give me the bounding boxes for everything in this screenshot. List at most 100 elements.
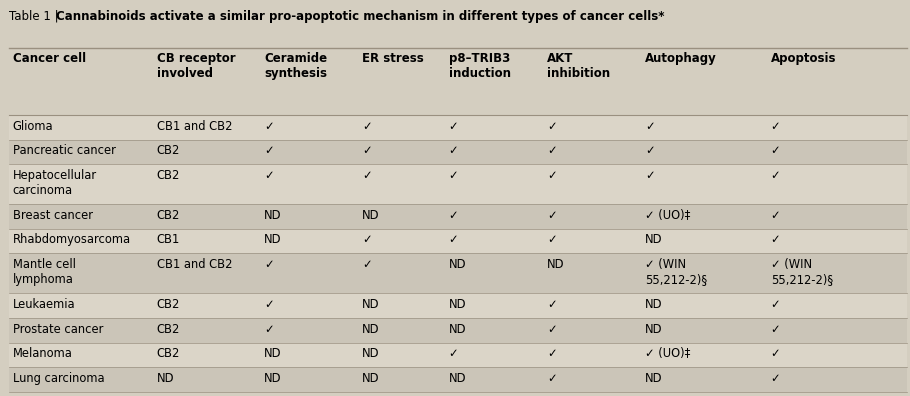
Text: Rhabdomyosarcoma: Rhabdomyosarcoma: [13, 233, 131, 246]
Text: ✓: ✓: [547, 298, 557, 311]
Text: ✓: ✓: [771, 298, 781, 311]
Text: ND: ND: [449, 298, 466, 311]
Text: ✓: ✓: [771, 144, 781, 157]
Text: ND: ND: [264, 372, 281, 385]
Text: ✓: ✓: [771, 233, 781, 246]
Text: ✓: ✓: [771, 169, 781, 182]
Text: Glioma: Glioma: [13, 120, 54, 133]
Text: ND: ND: [264, 347, 281, 360]
Text: Autophagy: Autophagy: [645, 52, 717, 65]
Text: ND: ND: [362, 298, 379, 311]
Text: ND: ND: [645, 298, 662, 311]
Text: ✓: ✓: [362, 258, 372, 271]
Text: Cannabinoids activate a similar pro-apoptotic mechanism in different types of ca: Cannabinoids activate a similar pro-apop…: [56, 10, 665, 23]
Text: ✓: ✓: [449, 120, 459, 133]
Text: ✓ (UO)‡: ✓ (UO)‡: [645, 347, 691, 360]
Text: ✓: ✓: [547, 233, 557, 246]
Text: ND: ND: [362, 209, 379, 222]
Text: ✓: ✓: [771, 372, 781, 385]
Text: CB2: CB2: [157, 144, 180, 157]
Text: ND: ND: [264, 209, 281, 222]
Text: Ceramide
synthesis: Ceramide synthesis: [264, 52, 327, 80]
Text: ND: ND: [362, 347, 379, 360]
Text: CB1: CB1: [157, 233, 180, 246]
Text: ✓: ✓: [449, 233, 459, 246]
Text: ✓: ✓: [547, 322, 557, 335]
Text: ND: ND: [645, 372, 662, 385]
Text: Melanoma: Melanoma: [13, 347, 73, 360]
Text: ✓: ✓: [449, 209, 459, 222]
Text: ND: ND: [449, 322, 466, 335]
FancyBboxPatch shape: [9, 115, 907, 140]
Text: ✓: ✓: [449, 347, 459, 360]
Text: ✓: ✓: [362, 233, 372, 246]
Text: Apoptosis: Apoptosis: [771, 52, 836, 65]
Text: ND: ND: [362, 322, 379, 335]
FancyBboxPatch shape: [9, 343, 907, 367]
Text: ND: ND: [645, 233, 662, 246]
Text: ✓: ✓: [264, 144, 274, 157]
Text: CB2: CB2: [157, 322, 180, 335]
Text: CB2: CB2: [157, 347, 180, 360]
FancyBboxPatch shape: [9, 367, 907, 392]
FancyBboxPatch shape: [9, 293, 907, 318]
Text: ✓: ✓: [771, 209, 781, 222]
Text: p8–TRIB3
induction: p8–TRIB3 induction: [449, 52, 511, 80]
Text: ✓: ✓: [547, 120, 557, 133]
Text: ✓: ✓: [362, 120, 372, 133]
FancyBboxPatch shape: [9, 228, 907, 253]
Text: CB2: CB2: [157, 298, 180, 311]
Text: ✓: ✓: [449, 144, 459, 157]
Text: Prostate cancer: Prostate cancer: [13, 322, 103, 335]
Text: ✓: ✓: [264, 258, 274, 271]
Text: ✓ (WIN
55,212-2)§: ✓ (WIN 55,212-2)§: [771, 258, 833, 286]
Text: Lung carcinoma: Lung carcinoma: [13, 372, 105, 385]
Text: Leukaemia: Leukaemia: [13, 298, 76, 311]
Text: Table 1 |: Table 1 |: [9, 10, 63, 23]
Text: CB1 and CB2: CB1 and CB2: [157, 258, 232, 271]
Text: Breast cancer: Breast cancer: [13, 209, 93, 222]
Text: ND: ND: [449, 258, 466, 271]
FancyBboxPatch shape: [9, 318, 907, 343]
Text: ✓: ✓: [547, 347, 557, 360]
FancyBboxPatch shape: [9, 204, 907, 228]
Text: ✓: ✓: [264, 298, 274, 311]
Text: ✓: ✓: [771, 347, 781, 360]
Text: CB1 and CB2: CB1 and CB2: [157, 120, 232, 133]
Text: ✓: ✓: [362, 169, 372, 182]
Text: ✓: ✓: [264, 169, 274, 182]
Text: AKT
inhibition: AKT inhibition: [547, 52, 610, 80]
Text: ✓: ✓: [645, 144, 655, 157]
Text: ✓: ✓: [645, 120, 655, 133]
Text: ND: ND: [449, 372, 466, 385]
Text: ✓: ✓: [547, 372, 557, 385]
Text: ND: ND: [362, 372, 379, 385]
Text: ✓: ✓: [645, 169, 655, 182]
Text: CB receptor
involved: CB receptor involved: [157, 52, 235, 80]
Text: Mantle cell
lymphoma: Mantle cell lymphoma: [13, 258, 76, 286]
Text: ✓ (UO)‡: ✓ (UO)‡: [645, 209, 691, 222]
Text: ✓: ✓: [547, 209, 557, 222]
Text: ✓ (WIN
55,212-2)§: ✓ (WIN 55,212-2)§: [645, 258, 707, 286]
Text: ER stress: ER stress: [362, 52, 424, 65]
Text: Pancreatic cancer: Pancreatic cancer: [13, 144, 116, 157]
Text: ✓: ✓: [771, 322, 781, 335]
Text: ND: ND: [645, 322, 662, 335]
Text: ✓: ✓: [449, 169, 459, 182]
Text: ✓: ✓: [547, 144, 557, 157]
FancyBboxPatch shape: [9, 140, 907, 164]
Text: ND: ND: [547, 258, 564, 271]
Text: CB2: CB2: [157, 169, 180, 182]
Text: ✓: ✓: [547, 169, 557, 182]
Text: ✓: ✓: [264, 120, 274, 133]
Text: ✓: ✓: [362, 144, 372, 157]
Text: ND: ND: [157, 372, 174, 385]
Text: Cancer cell: Cancer cell: [13, 52, 86, 65]
Text: ND: ND: [264, 233, 281, 246]
Text: Hepatocellular
carcinoma: Hepatocellular carcinoma: [13, 169, 96, 197]
FancyBboxPatch shape: [9, 253, 907, 293]
Text: CB2: CB2: [157, 209, 180, 222]
Text: ✓: ✓: [771, 120, 781, 133]
FancyBboxPatch shape: [9, 164, 907, 204]
Text: ✓: ✓: [264, 322, 274, 335]
